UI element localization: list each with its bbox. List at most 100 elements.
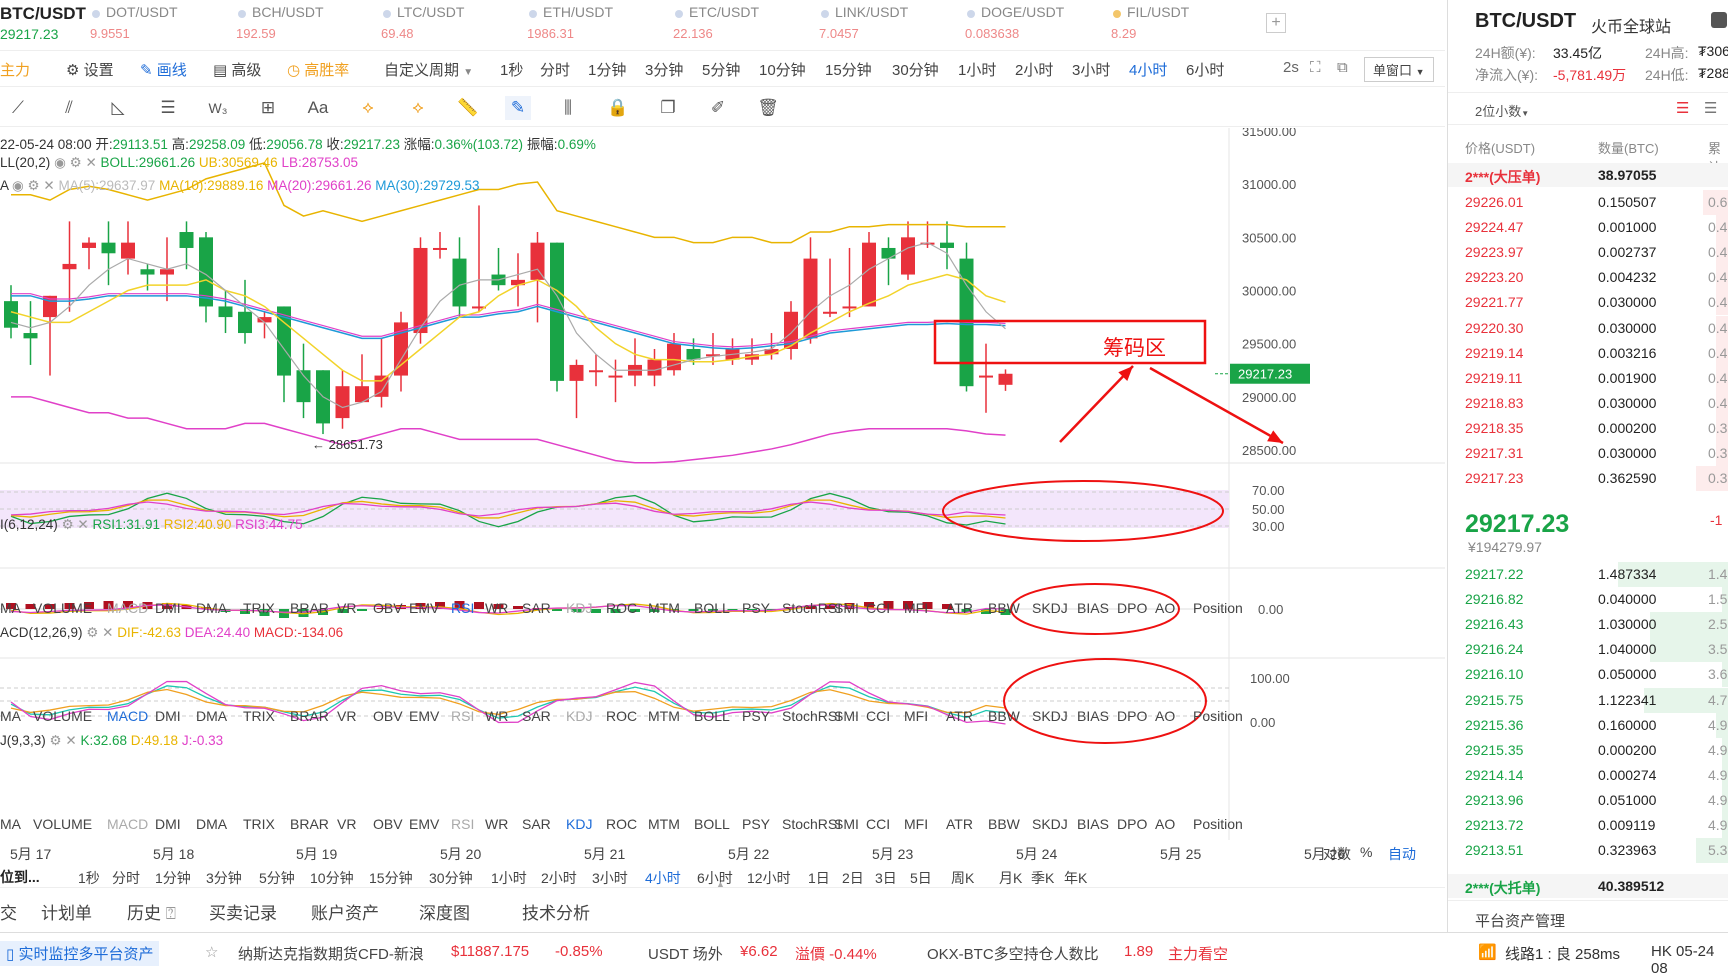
big-bid-row[interactable]: 2***(大托单) 40.389512 xyxy=(1448,874,1728,898)
indicator-tab-mfi[interactable]: MFI xyxy=(904,708,929,724)
bid-row[interactable]: 29214.14 0.000274 4.9 xyxy=(1448,762,1728,788)
bid-row[interactable]: 29216.24 1.040000 3.5 xyxy=(1448,637,1728,663)
big-ask-row[interactable]: 2***(大压单) 38.97055 xyxy=(1448,163,1728,187)
indicator-tab-rsi[interactable]: RSI xyxy=(451,816,475,832)
indicator-tab-skdj[interactable]: SKDJ xyxy=(1032,600,1068,616)
add-tab-button[interactable]: + xyxy=(1266,13,1286,33)
kline-chart[interactable]: ← 28651.73 70.00 50.00 30.00 0.00 100.00 0.… xyxy=(0,128,1445,886)
indicator-tab-trix[interactable]: TRIX xyxy=(243,708,275,724)
indicator-tab-brar[interactable]: BRAR xyxy=(290,708,329,724)
ticker-tab-doge[interactable]: DOGE/USDT 0.083638 xyxy=(965,0,1111,50)
indicator-tab-atr[interactable]: ATR xyxy=(946,708,973,724)
fullscreen-icon[interactable]: ⛶ xyxy=(1310,59,1321,76)
bid-row[interactable]: 29215.36 0.160000 4.9 xyxy=(1448,712,1728,738)
indicator-tab-sar[interactable]: SAR xyxy=(522,816,551,832)
bottom-tab-5[interactable]: 深度图 xyxy=(419,904,470,923)
window-mode-select[interactable]: 单窗口 ▼ xyxy=(1364,57,1434,82)
period-item[interactable]: 2日 xyxy=(842,870,864,886)
indicator-tab-ao[interactable]: AO xyxy=(1155,600,1176,616)
horizontal-lines-icon[interactable]: ☰ xyxy=(160,98,176,117)
indicator-tab-wr[interactable]: WR xyxy=(485,816,509,832)
indicator-tab-position[interactable]: Position xyxy=(1193,708,1243,724)
period-item[interactable]: 3分钟 xyxy=(206,870,242,886)
indicator-tab-bbw[interactable]: BBW xyxy=(988,708,1020,724)
indicator-tab-bbw[interactable]: BBW xyxy=(988,816,1020,832)
indicator-tab-dmi[interactable]: DMI xyxy=(155,600,181,616)
indicator-tab-dpo[interactable]: DPO xyxy=(1117,816,1148,832)
ask-row[interactable]: 29223.20 0.004232 0.4 xyxy=(1448,265,1728,291)
ask-row[interactable]: 29224.47 0.001000 0.4 xyxy=(1448,215,1728,241)
period-item[interactable]: 分时 xyxy=(112,870,140,886)
indicator-tab-macd[interactable]: MACD xyxy=(107,708,149,724)
period-3m[interactable]: 3分钟 xyxy=(645,62,684,79)
indicator-tab-cci[interactable]: CCI xyxy=(866,600,891,616)
indicator-tab-dpo[interactable]: DPO xyxy=(1117,600,1148,616)
period-item[interactable]: 5日 xyxy=(910,870,932,886)
indicator-tab-sar[interactable]: SAR xyxy=(522,600,551,616)
period-item[interactable]: 1小时 xyxy=(491,870,527,886)
indicator-tab-kdj[interactable]: KDJ xyxy=(566,708,593,724)
indicator-tab-vr[interactable]: VR xyxy=(337,816,357,832)
news-item1[interactable]: 纳斯达克指数期货CFD-新浪 xyxy=(238,946,424,963)
period-6h[interactable]: 6小时 xyxy=(1186,62,1225,79)
ask-row[interactable]: 29219.11 0.001900 0.4 xyxy=(1448,365,1728,391)
indicator-tab-psy[interactable]: PSY xyxy=(742,600,771,616)
bottom-tab-2[interactable]: 历史 ⍰ xyxy=(127,904,176,923)
candle-pattern-icon[interactable]: ⫼ xyxy=(564,98,572,117)
indicator-tab-vr[interactable]: VR xyxy=(337,708,357,724)
indicator-tab-bias[interactable]: BIAS xyxy=(1077,816,1109,832)
ask-row[interactable]: 29217.31 0.030000 0.3 xyxy=(1448,441,1728,466)
period-4h[interactable]: 4小时 xyxy=(1129,62,1168,79)
indicator-tab-obv[interactable]: OBV xyxy=(373,600,403,616)
indicator-tab-mfi[interactable]: MFI xyxy=(904,816,929,832)
indicator-tab-volume[interactable]: VOLUME xyxy=(33,816,93,832)
ticker-tab-ltc[interactable]: LTC/USDT 69.48 xyxy=(381,0,527,50)
bottom-tab-4[interactable]: 账户资产 xyxy=(311,904,379,923)
settings-icon[interactable]: ⚙ ✕ xyxy=(49,733,81,748)
bid-row[interactable]: 29215.35 0.000200 4.9 xyxy=(1448,737,1728,763)
line-status[interactable]: 线路1 : 良 258ms xyxy=(1505,943,1620,964)
indicator-tab-roc[interactable]: ROC xyxy=(606,708,638,724)
period-item[interactable]: 1分钟 xyxy=(155,870,191,886)
angle-icon[interactable]: ◺ xyxy=(111,98,125,117)
indicator-tab-stochrsi[interactable]: StochRSI xyxy=(782,708,842,724)
ruler-icon[interactable]: 📏 xyxy=(457,98,479,117)
indicator-tab-dmi[interactable]: DMI xyxy=(155,816,181,832)
bid-row[interactable]: 29217.22 1.487334 1.4 xyxy=(1448,562,1728,587)
indicator-tab-dma[interactable]: DMA xyxy=(196,600,228,616)
bid-row[interactable]: 29216.10 0.050000 3.6 xyxy=(1448,662,1728,688)
bid-row[interactable]: 29215.75 1.122341 4.7 xyxy=(1448,687,1728,713)
period-item[interactable]: 12小时 xyxy=(747,870,791,886)
text-tool-icon[interactable]: Aa xyxy=(307,98,329,117)
indicator-tab-trix[interactable]: TRIX xyxy=(243,816,275,832)
bid-row[interactable]: 29213.72 0.009119 4.9 xyxy=(1448,813,1728,838)
indicator-tab-rsi[interactable]: RSI xyxy=(451,708,475,724)
advanced-button[interactable]: ▤ 高级 xyxy=(213,59,261,80)
indicator-tab-brar[interactable]: BRAR xyxy=(290,600,329,616)
indicator-tab-kdj[interactable]: KDJ xyxy=(566,816,593,832)
ask-row[interactable]: 29217.23 0.362590 0.3 xyxy=(1448,466,1728,492)
bid-row[interactable]: 29213.51 0.323963 5.3 xyxy=(1448,838,1728,864)
ticker-tab-bch[interactable]: BCH/USDT 192.59 xyxy=(236,0,382,50)
indicator-tab-macd[interactable]: MACD xyxy=(107,600,149,616)
indicator-tab-macd[interactable]: MACD xyxy=(107,816,149,832)
indicator-tab-skdj[interactable]: SKDJ xyxy=(1032,816,1068,832)
indicator-tab-volume[interactable]: VOLUME xyxy=(33,708,93,724)
trash-icon[interactable]: 🗑 xyxy=(757,98,779,117)
draw-line-button[interactable]: ✎ 画线 xyxy=(140,59,187,80)
ask-row[interactable]: 29218.83 0.030000 0.4 xyxy=(1448,390,1728,416)
indicator-tab-dmi[interactable]: DMI xyxy=(155,708,181,724)
indicator-tab-wr[interactable]: WR xyxy=(485,600,509,616)
indicator-tab-obv[interactable]: OBV xyxy=(373,708,403,724)
parallel-line-icon[interactable]: ⫽ xyxy=(65,98,73,117)
period-item[interactable]: 3小时 xyxy=(592,870,628,886)
indicator-tab-boll[interactable]: BOLL xyxy=(694,708,730,724)
indicator-tab-rsi[interactable]: RSI xyxy=(451,600,475,616)
indicator-tab-sar[interactable]: SAR xyxy=(522,708,551,724)
period-30m[interactable]: 30分钟 xyxy=(892,62,939,79)
indicator-tab-vr[interactable]: VR xyxy=(337,600,357,616)
indicator-tab-psy[interactable]: PSY xyxy=(742,816,771,832)
period-item[interactable]: 30分钟 xyxy=(429,870,473,886)
period-item[interactable]: 3日 xyxy=(875,870,897,886)
indicator-tab-volume[interactable]: VOLUME xyxy=(33,600,93,616)
